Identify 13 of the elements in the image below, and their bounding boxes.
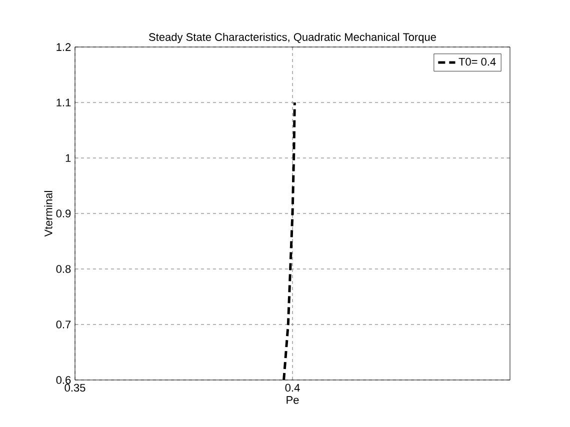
y-tick-label: 0.7 (56, 320, 71, 328)
chart-title: Steady State Characteristics, Quadratic Mechanical Torque (149, 32, 436, 44)
x-tick-label: 0.4 (285, 384, 300, 392)
x-axis-title: Pe (286, 396, 299, 404)
y-tick-label: 1 (66, 154, 71, 162)
y-tick-label: 1.1 (56, 98, 71, 106)
x-tick-label: 0.35 (64, 384, 86, 392)
y-tick-label: 1.2 (56, 43, 71, 51)
y-axis-title: Vterminal (44, 191, 52, 237)
y-tick-label: 0.9 (56, 210, 71, 218)
legend-label: T0= 0.4 (458, 58, 496, 66)
y-tick-label: 0.8 (56, 265, 71, 273)
y-tick-label: 0.6 (56, 376, 71, 384)
